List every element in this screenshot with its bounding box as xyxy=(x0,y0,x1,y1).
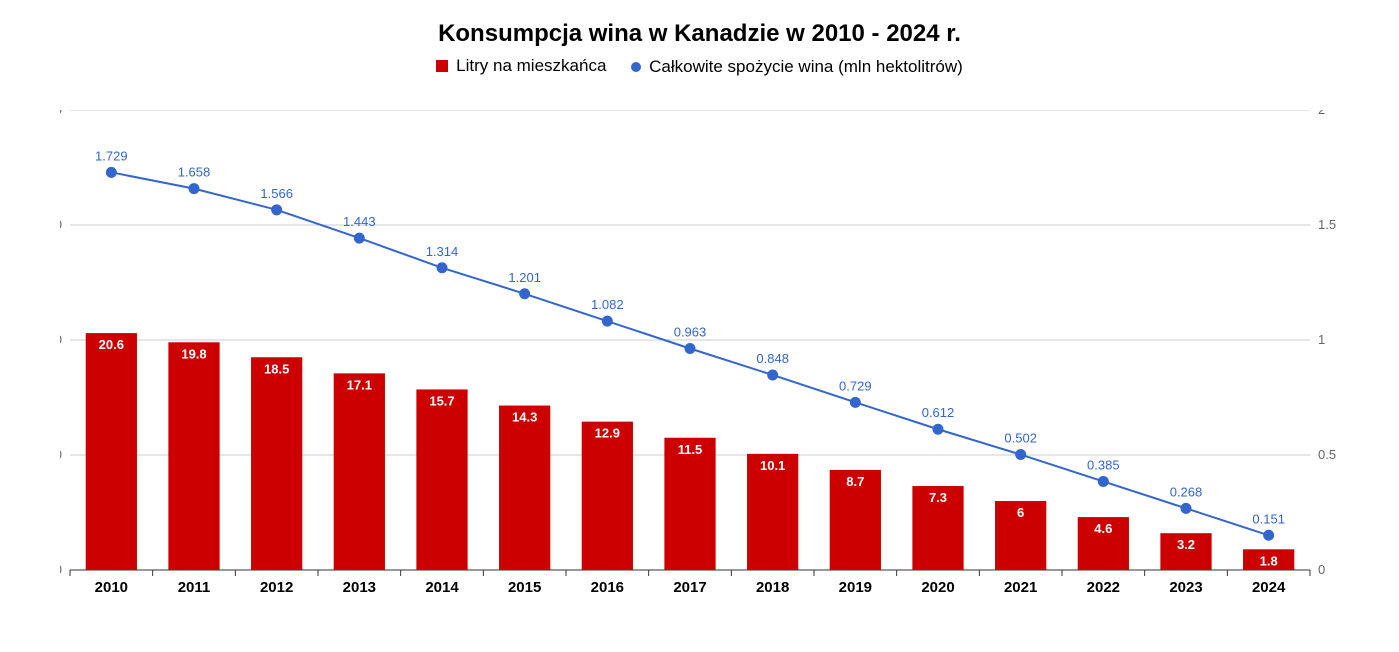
line-marker xyxy=(933,424,943,434)
y-right-tick-label: 1.5 xyxy=(1318,217,1336,232)
x-tick-label: 2021 xyxy=(1004,579,1037,596)
bar xyxy=(334,373,385,570)
x-tick-label: 2018 xyxy=(756,579,789,596)
bar-value-label: 10.1 xyxy=(760,458,785,473)
line-marker xyxy=(189,184,199,194)
bar-value-label: 3.2 xyxy=(1177,537,1195,552)
line-value-label: 0.385 xyxy=(1087,457,1120,472)
bar xyxy=(251,357,302,570)
x-tick-label: 2019 xyxy=(839,579,872,596)
x-tick-label: 2020 xyxy=(921,579,954,596)
line-marker xyxy=(520,289,530,299)
line-marker xyxy=(1181,503,1191,513)
legend: Litry na mieszkańca Całkowite spożycie w… xyxy=(0,56,1399,77)
y-left-tick-label: 40 xyxy=(60,110,62,117)
y-left-tick-label: 30 xyxy=(60,217,62,232)
line-marker xyxy=(1016,450,1026,460)
legend-label-line: Całkowite spożycie wina (mln hektolitrów… xyxy=(649,57,963,77)
x-tick-label: 2013 xyxy=(343,579,376,596)
y-left-tick-label: 20 xyxy=(60,332,62,347)
line-value-label: 0.151 xyxy=(1252,511,1285,526)
bar xyxy=(499,406,550,570)
bar-value-label: 8.7 xyxy=(846,474,864,489)
line-marker xyxy=(437,263,447,273)
legend-item-line: Całkowite spożycie wina (mln hektolitrów… xyxy=(631,57,963,77)
line-marker xyxy=(768,370,778,380)
legend-item-bars: Litry na mieszkańca xyxy=(436,56,606,76)
chart-title: Konsumpcja wina w Kanadzie w 2010 - 2024… xyxy=(0,0,1399,48)
bar-value-label: 12.9 xyxy=(595,426,620,441)
bar-value-label: 15.7 xyxy=(429,393,454,408)
line-marker xyxy=(1264,530,1274,540)
chart-container: Konsumpcja wina w Kanadzie w 2010 - 2024… xyxy=(0,0,1399,652)
line-marker xyxy=(354,233,364,243)
line-value-label: 0.502 xyxy=(1004,431,1037,446)
bar-value-label: 11.5 xyxy=(678,442,703,457)
bar-value-label: 1.8 xyxy=(1260,553,1278,568)
line-marker xyxy=(685,344,695,354)
y-left-tick-label: 0 xyxy=(60,562,62,577)
line-value-label: 1.566 xyxy=(260,186,293,201)
y-right-tick-label: 1 xyxy=(1318,332,1325,347)
bar-value-label: 19.8 xyxy=(181,346,206,361)
line-value-label: 1.443 xyxy=(343,214,376,229)
bar xyxy=(416,389,467,570)
x-tick-label: 2016 xyxy=(591,579,624,596)
y-right-tick-label: 2 xyxy=(1318,110,1325,117)
bar-value-label: 20.6 xyxy=(99,337,124,352)
line-value-label: 1.201 xyxy=(508,270,541,285)
x-tick-label: 2023 xyxy=(1169,579,1202,596)
line-marker xyxy=(106,167,116,177)
x-tick-label: 2014 xyxy=(425,579,459,596)
line-value-label: 1.729 xyxy=(95,148,128,163)
line-value-label: 0.963 xyxy=(674,325,707,340)
bar-value-label: 14.3 xyxy=(512,410,537,425)
line-marker xyxy=(602,316,612,326)
bar-value-label: 6 xyxy=(1017,505,1024,520)
bar xyxy=(582,422,633,570)
line-marker xyxy=(850,397,860,407)
bar-value-label: 17.1 xyxy=(347,377,372,392)
legend-circle-icon xyxy=(631,62,641,72)
y-right-tick-label: 0 xyxy=(1318,562,1325,577)
bar-value-label: 7.3 xyxy=(929,490,947,505)
line-value-label: 0.848 xyxy=(756,351,789,366)
x-tick-label: 2012 xyxy=(260,579,293,596)
y-right-tick-label: 0.5 xyxy=(1318,447,1336,462)
legend-square-icon xyxy=(436,60,448,72)
bar-value-label: 4.6 xyxy=(1094,521,1112,536)
x-tick-label: 2015 xyxy=(508,579,541,596)
line-value-label: 1.082 xyxy=(591,297,624,312)
bar xyxy=(86,333,137,570)
line-value-label: 0.268 xyxy=(1170,484,1203,499)
line-marker xyxy=(1098,476,1108,486)
y-left-tick-label: 10 xyxy=(60,447,62,462)
x-tick-label: 2022 xyxy=(1087,579,1120,596)
bar-value-label: 18.5 xyxy=(264,361,289,376)
x-tick-label: 2024 xyxy=(1252,579,1286,596)
plot-svg: 01020304000.511.5220.619.818.517.115.714… xyxy=(60,110,1350,600)
line-value-label: 0.729 xyxy=(839,378,872,393)
x-tick-label: 2010 xyxy=(95,579,128,596)
x-tick-label: 2017 xyxy=(673,579,706,596)
x-tick-label: 2011 xyxy=(178,579,211,596)
line-marker xyxy=(272,205,282,215)
plot-area: 01020304000.511.5220.619.818.517.115.714… xyxy=(60,110,1350,600)
line-value-label: 1.314 xyxy=(426,244,459,259)
legend-label-bars: Litry na mieszkańca xyxy=(456,56,606,76)
line-value-label: 0.612 xyxy=(922,405,955,420)
bar xyxy=(664,438,715,570)
line-value-label: 1.658 xyxy=(178,165,211,180)
bar xyxy=(168,342,219,570)
